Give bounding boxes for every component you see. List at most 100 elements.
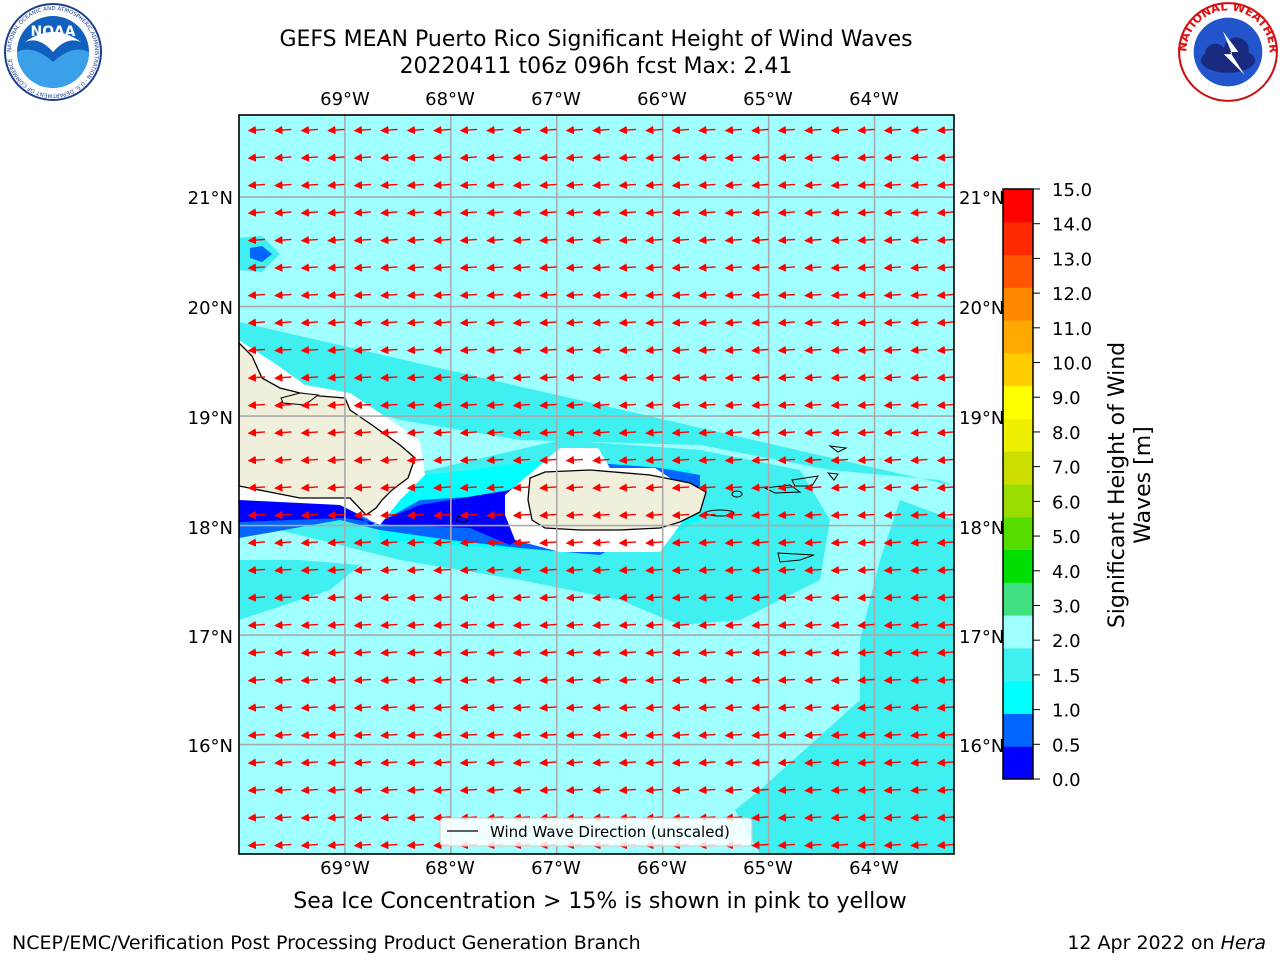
wave-direction-arrow [857, 703, 875, 712]
wave-direction-arrow [751, 153, 769, 162]
wave-direction-arrow [698, 345, 716, 355]
wave-direction-arrow [777, 510, 796, 520]
wave-direction-arrow [539, 648, 557, 657]
wave-direction-arrow [910, 813, 928, 822]
wave-direction-arrow [539, 428, 557, 437]
wave-direction-arrow [247, 345, 266, 355]
wave-direction-arrow [433, 593, 451, 602]
wave-direction-arrow [751, 483, 769, 492]
wave-direction-arrow [512, 785, 531, 795]
colorbar-cell [1003, 189, 1033, 223]
wave-direction-arrow [804, 620, 822, 630]
wave-direction-arrow [777, 840, 796, 850]
wave-direction-arrow [300, 153, 319, 162]
wave-direction-arrow [247, 565, 266, 575]
wave-direction-arrow [247, 235, 266, 245]
wave-direction-arrow [433, 785, 451, 795]
wave-direction-arrow [300, 400, 319, 410]
wave-direction-arrow [274, 318, 292, 327]
wave-direction-arrow [486, 675, 504, 685]
wave-direction-arrow [353, 675, 372, 685]
wave-direction-arrow [751, 538, 769, 547]
colorbar-cell [1003, 615, 1033, 649]
wave-direction-arrow [300, 290, 319, 300]
wave-direction-arrow [380, 125, 398, 135]
wave-direction-arrow [380, 153, 398, 162]
wave-direction-arrow [804, 318, 822, 327]
wave-direction-arrow [671, 703, 690, 712]
wave-direction-arrow [539, 565, 557, 575]
wave-direction-arrow [857, 510, 875, 520]
wave-direction-arrow [724, 428, 743, 437]
wave-direction-arrow [565, 620, 584, 630]
wave-direction-arrow [936, 813, 954, 822]
wave-direction-arrow [804, 153, 822, 162]
colorbar-tick-label: 1.5 [1052, 666, 1081, 687]
wave-direction-arrow [671, 675, 690, 685]
wave-direction-arrow [645, 153, 663, 162]
wave-direction-arrow [592, 455, 610, 465]
wave-direction-arrow [433, 483, 451, 492]
wave-direction-arrow [247, 785, 266, 795]
wave-direction-arrow [724, 208, 743, 217]
wave-direction-arrow [486, 785, 504, 795]
colorbar-tick-label: 1.0 [1052, 701, 1081, 722]
wave-direction-arrow [910, 208, 928, 217]
wave-direction-arrow [830, 208, 849, 217]
wave-direction-arrow [353, 703, 372, 712]
wave-direction-arrow [592, 648, 610, 657]
wave-direction-arrow [883, 758, 902, 767]
wave-direction-arrow [380, 483, 398, 492]
wave-direction-arrow [327, 730, 345, 740]
wave-direction-arrow [724, 180, 743, 190]
wave-direction-arrow [406, 318, 425, 327]
wave-direction-arrow [459, 620, 478, 630]
wave-direction-arrow [539, 263, 557, 272]
wave-direction-arrow [883, 813, 902, 822]
wave-direction-arrow [592, 263, 610, 272]
wave-direction-arrow [459, 125, 478, 135]
wave-direction-arrow [830, 345, 849, 355]
colorbar-cell [1003, 516, 1033, 551]
wave-direction-arrow [539, 758, 557, 767]
colorbar-tick-label: 0.5 [1052, 735, 1081, 756]
wave-direction-arrow [539, 125, 557, 135]
wave-direction-arrow [274, 125, 292, 135]
wave-direction-arrow [671, 290, 690, 300]
wave-direction-arrow [698, 125, 716, 135]
wave-direction-arrow [353, 758, 372, 767]
wave-direction-arrow [857, 648, 875, 657]
colorbar-cell [1003, 385, 1033, 419]
wave-direction-arrow [645, 180, 663, 190]
wave-direction-arrow [671, 538, 690, 547]
wave-direction-arrow [512, 373, 531, 382]
wave-direction-arrow [380, 428, 398, 437]
wave-direction-arrow [274, 620, 292, 630]
wave-direction-arrow [327, 318, 345, 327]
wave-direction-arrow [936, 648, 954, 657]
lon-label-top: 66°W [637, 89, 687, 110]
lon-label-top: 67°W [531, 89, 581, 110]
wave-direction-arrow [804, 235, 822, 245]
wave-direction-arrow [247, 318, 266, 327]
wave-direction-arrow [671, 593, 690, 602]
wave-direction-arrow [300, 455, 319, 465]
wave-direction-arrow [804, 538, 822, 547]
wave-direction-arrow [592, 208, 610, 217]
wave-direction-arrow [751, 455, 769, 465]
wave-direction-arrow [698, 153, 716, 162]
wave-direction-arrow [353, 428, 372, 437]
wave-direction-arrow [300, 648, 319, 657]
wave-direction-arrow [406, 703, 425, 712]
wave-direction-arrow [565, 703, 584, 712]
wave-direction-arrow [486, 180, 504, 190]
wave-direction-arrow [406, 538, 425, 547]
wave-direction-arrow [300, 593, 319, 602]
wave-direction-arrow [353, 180, 372, 190]
wave-direction-arrow [512, 208, 531, 217]
land-sombrero [828, 445, 848, 453]
wave-direction-arrow [300, 125, 319, 135]
wave-direction-arrow [830, 455, 849, 465]
wave-direction-arrow [830, 840, 849, 850]
wave-field-nw-min [250, 246, 272, 262]
